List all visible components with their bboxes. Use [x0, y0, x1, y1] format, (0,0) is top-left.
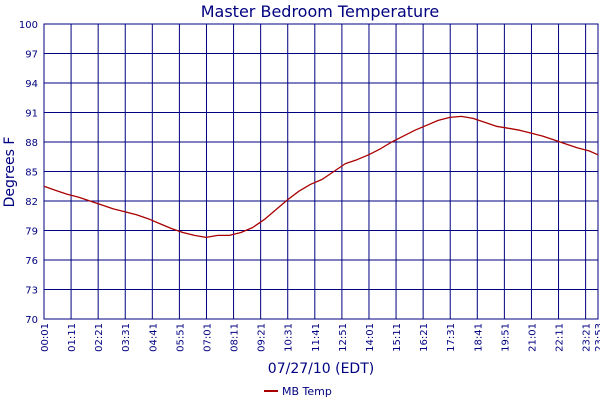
x-tick-label: 23:53 [594, 323, 600, 352]
x-tick-label: 15:11 [392, 323, 403, 352]
y-tick-label: 85 [25, 168, 38, 179]
y-tick-label: 73 [25, 286, 38, 297]
x-tick-label: 05:51 [175, 323, 186, 352]
x-tick-label: 03:31 [121, 323, 132, 352]
x-axis-label: 07/27/10 (EDT) [268, 361, 374, 377]
plot-frame [43, 23, 599, 320]
y-tick-label: 100 [19, 20, 38, 31]
grid [43, 23, 599, 320]
legend-label: MB Temp [282, 385, 332, 398]
x-tick-label: 11:41 [311, 323, 322, 352]
y-tick-label: 70 [25, 315, 38, 326]
legend: MB Temp [264, 385, 332, 398]
x-tick-label: 21:01 [527, 323, 538, 352]
y-tick-label: 88 [25, 138, 38, 149]
y-tick-label: 94 [25, 79, 38, 90]
y-tick-label: 97 [25, 50, 38, 61]
x-tick-label: 22:11 [555, 323, 566, 352]
series-line [43, 115, 599, 239]
y-tick-labels: 70 73 76 79 82 85 88 91 94 97 100 [19, 20, 38, 326]
x-tick-label: 01:11 [67, 323, 78, 352]
x-tick-label: 19:51 [500, 323, 511, 352]
y-tick-label: 82 [25, 197, 38, 208]
x-tick-label: 17:31 [446, 323, 457, 352]
x-tick-label: 12:51 [338, 323, 349, 352]
x-tick-label: 08:11 [230, 323, 241, 352]
x-tick-label: 10:31 [284, 323, 295, 352]
y-tick-label: 76 [25, 256, 38, 267]
x-tick-label: 18:41 [473, 323, 484, 352]
y-tick-label: 91 [25, 109, 38, 120]
x-tick-label: 04:41 [148, 323, 159, 352]
series-layer [43, 115, 599, 239]
y-tick-label: 79 [25, 227, 38, 238]
y-axis-label: Degrees F [2, 137, 18, 208]
chart-title: Master Bedroom Temperature [201, 2, 440, 21]
x-tick-label: 14:01 [365, 323, 376, 352]
x-tick-label: 00:01 [40, 323, 51, 352]
x-tick-label: 07:01 [202, 323, 213, 352]
x-tick-label: 16:21 [419, 323, 430, 352]
x-tick-labels: 00:01 01:11 02:21 03:31 04:41 05:51 07:01 08:11… [40, 323, 600, 352]
x-tick-label: 09:21 [257, 323, 268, 352]
x-tick-label: 23:21 [582, 323, 593, 352]
x-tick-label: 02:21 [94, 323, 105, 352]
